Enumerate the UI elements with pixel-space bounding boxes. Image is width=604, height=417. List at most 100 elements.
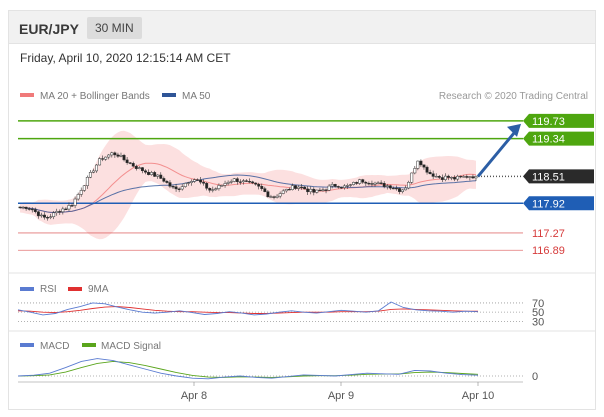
candle-body — [303, 186, 307, 190]
candle-body — [241, 180, 245, 183]
candle-body — [309, 188, 313, 193]
level-tag — [523, 131, 594, 146]
candle-body — [211, 189, 215, 191]
candle-body — [113, 152, 117, 156]
rsi-ma-line — [17, 306, 478, 314]
candle-body — [312, 188, 316, 193]
candle-body — [404, 187, 408, 191]
candle-body — [171, 186, 175, 188]
level-label: 117.27 — [532, 228, 565, 240]
candle-body — [98, 158, 102, 166]
candle-body — [70, 205, 74, 207]
level-tag — [523, 169, 594, 184]
candle-body — [95, 164, 98, 172]
candle-body — [355, 182, 359, 184]
candle-body — [257, 183, 261, 187]
legend-rsi-ma: 9MA — [88, 284, 109, 295]
candle-body — [339, 187, 343, 189]
candle-body — [287, 188, 291, 191]
candle-body — [394, 187, 398, 190]
candle-body — [202, 181, 206, 184]
candle-body — [43, 214, 46, 218]
legend-swatch-macd — [20, 343, 34, 347]
level-label: 116.89 — [532, 245, 565, 257]
candle-body — [125, 159, 129, 163]
candle-body — [419, 160, 423, 166]
candle-body — [128, 162, 132, 164]
candle-body — [263, 188, 267, 192]
candle-body — [24, 206, 28, 209]
candle-body — [33, 209, 37, 212]
candle-body — [346, 185, 349, 187]
candle-body — [46, 217, 49, 219]
candle-body — [232, 178, 236, 182]
legend-swatch-ma50 — [162, 93, 176, 97]
candle-body — [333, 184, 337, 187]
candle-body — [245, 180, 248, 182]
candle-body — [391, 187, 395, 190]
candle-body — [367, 183, 371, 185]
level-label: 119.73 — [532, 116, 565, 128]
candle-body — [91, 170, 95, 173]
candle-body — [251, 181, 255, 184]
candle-body — [248, 181, 251, 183]
candle-body — [85, 176, 89, 186]
candle-body — [104, 156, 108, 160]
candle-body — [416, 160, 420, 169]
candle-body — [140, 167, 144, 172]
candle-body — [101, 158, 105, 160]
candle-body — [189, 181, 193, 183]
candle-body — [453, 177, 457, 180]
candle-body — [165, 181, 169, 183]
level-label: 118.51 — [532, 171, 565, 183]
candle-body — [321, 189, 325, 191]
candle-body — [330, 184, 334, 187]
level-tag — [523, 113, 594, 128]
candle-body — [275, 195, 279, 198]
legend-macd: MACD — [40, 341, 69, 352]
candle-body — [349, 184, 352, 186]
candle-body — [82, 185, 86, 191]
timeframe-badge[interactable]: 30 MIN — [87, 17, 142, 39]
forecast-arrow — [476, 130, 517, 178]
candle-body — [306, 188, 310, 193]
candle-body — [205, 183, 209, 189]
chart-header: EUR/JPY 30 MIN — [9, 11, 595, 44]
candle-body — [456, 175, 460, 180]
candle-body — [116, 154, 120, 157]
candle-body — [398, 188, 401, 192]
chart-widget: EUR/JPY 30 MIN — [8, 10, 596, 410]
x-axis: Apr 8 Apr 9 Apr 10 — [181, 382, 494, 402]
x-tick-label: Apr 8 — [181, 390, 207, 402]
x-tick-label: Apr 9 — [328, 390, 354, 402]
candle-body — [220, 185, 224, 187]
rsi-tick-label: 70 — [532, 298, 544, 310]
currency-pair: EUR/JPY — [19, 21, 79, 37]
candle-body — [422, 164, 426, 168]
macd-line — [17, 358, 479, 380]
candle-body — [21, 206, 25, 209]
candle-body — [110, 152, 114, 156]
candle-body — [327, 185, 331, 191]
candle-body — [410, 172, 414, 183]
candle-body — [199, 179, 203, 183]
candle-body — [217, 185, 221, 189]
candle-body — [450, 177, 453, 179]
candle-body — [36, 211, 40, 217]
candle-body — [352, 182, 356, 185]
candle-body — [440, 177, 444, 180]
candle-body — [401, 189, 405, 192]
candle-body — [55, 211, 59, 214]
candle-body — [278, 193, 282, 197]
level-tag — [523, 196, 594, 211]
candle-body — [134, 165, 138, 169]
candle-body — [150, 172, 154, 175]
candle-body — [107, 154, 111, 158]
candle-body — [235, 178, 239, 182]
candle-body — [376, 182, 380, 184]
candle-body — [223, 183, 227, 186]
candle-body — [434, 176, 438, 178]
macd-signal-line — [17, 360, 479, 378]
timestamp: Friday, April 10, 2020 12:15:14 AM CET — [20, 51, 231, 65]
